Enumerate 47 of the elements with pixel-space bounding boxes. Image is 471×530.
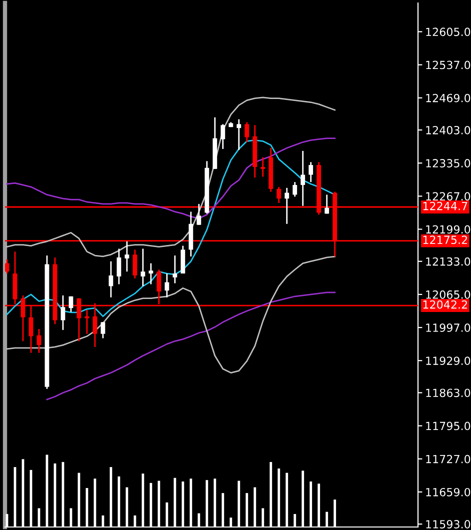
candlestick [108,260,114,298]
candlestick [164,272,170,298]
y-tick-label: 11593.0 [426,520,470,528]
ref-line-label: 12244.7 [423,202,468,210]
candlestick [236,118,242,151]
candlestick [260,156,266,178]
candlestick [276,186,282,204]
candlestick [100,321,106,339]
ref-line-label: 12042.2 [423,300,467,309]
y-tick-label: 12335.0 [426,159,470,168]
candlestick [84,309,90,335]
candlestick [140,248,146,287]
y-tick-label: 12133.0 [426,257,470,266]
line-series [6,256,336,374]
candlestick [60,294,66,331]
line-series [46,292,336,400]
candlestick [292,181,298,198]
y-tick-label: 11929.0 [426,356,470,365]
y-tick-label: 11659.0 [426,488,470,496]
y-tick-label: 12267.0 [426,192,470,201]
y-tick-label: 11795.0 [426,422,470,430]
y-tick-label: 12199.0 [426,225,470,234]
candlestick [132,248,138,280]
candlestick [180,245,186,274]
line-series [6,96,336,258]
candlestick [172,254,178,284]
candlestick [196,203,202,226]
y-tick-label: 11997.0 [426,323,470,332]
y-tick-label: 12065.0 [426,290,470,299]
candlestick [220,123,226,150]
candlestick [124,240,130,272]
y-tick-label: 12605.0 [426,28,470,36]
candlestick [300,150,306,207]
candlestick [244,122,250,143]
candlestick [324,194,330,214]
y-tick-label: 12403.0 [426,126,470,134]
y-tick-label: 12469.0 [426,94,470,102]
ref-line-label: 12175.2 [423,236,467,244]
y-tick-label: 11727.0 [426,454,470,464]
y-tick-label: 12537.0 [426,60,470,70]
y-tick-label: 11863.0 [426,388,470,398]
candlestick [116,248,122,285]
candlestick [68,296,74,313]
candlestick [148,262,154,285]
candlestick [5,258,10,274]
candlestick [308,161,314,183]
candlestick [284,187,290,225]
